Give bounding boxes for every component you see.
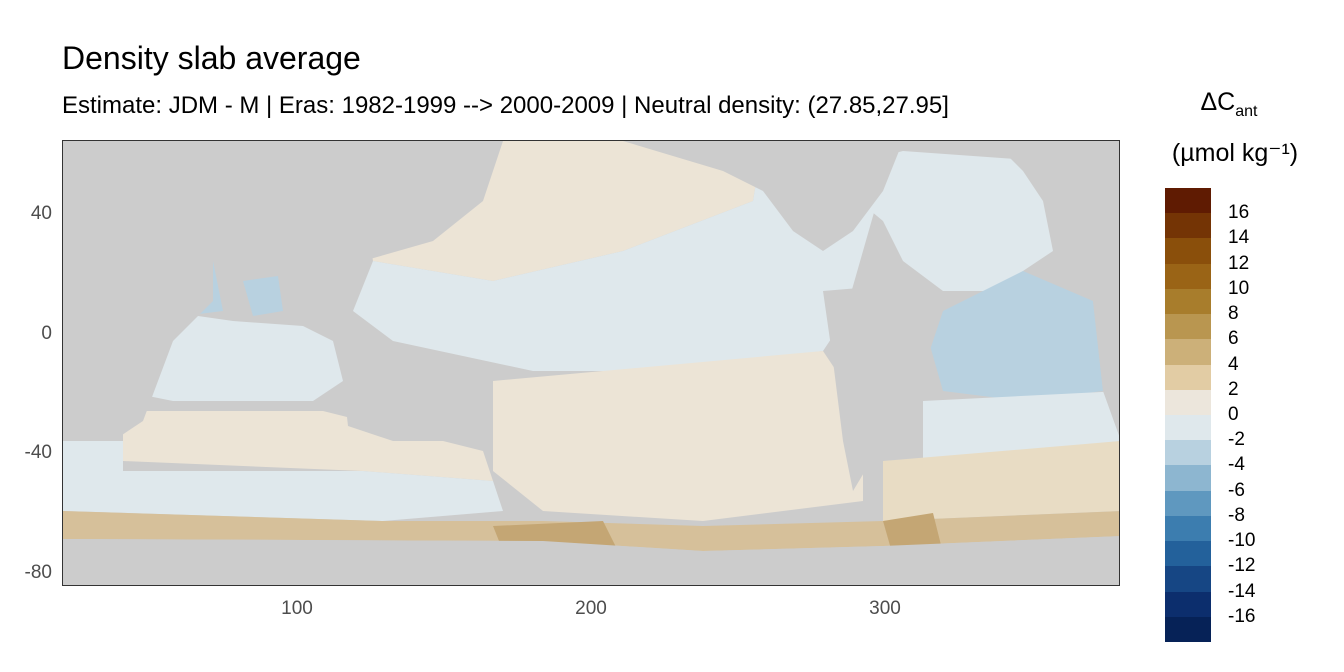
legend-swatch [1165, 188, 1211, 214]
legend-colorbar [1165, 188, 1211, 642]
legend-label: 2 [1228, 378, 1239, 400]
legend-swatch [1165, 238, 1211, 264]
land-africa-east-wrap [1053, 251, 1119, 436]
legend-swatch [1165, 490, 1211, 516]
legend-swatch [1165, 389, 1211, 415]
legend-label: 14 [1228, 227, 1250, 249]
legend-label: 16 [1228, 202, 1250, 224]
chart-title: Density slab average [62, 40, 361, 76]
land-australia [343, 366, 453, 441]
region-southern-ocean-atlantic [923, 391, 1119, 461]
legend-swatch [1165, 465, 1211, 491]
legend-swatch [1165, 566, 1211, 592]
legend-label: -8 [1228, 504, 1245, 526]
legend-swatch [1165, 314, 1211, 340]
legend-label: -6 [1228, 479, 1245, 501]
x-tick-100: 100 [281, 598, 313, 619]
map-panel [62, 140, 1120, 586]
legend-swatch [1165, 541, 1211, 567]
legend-swatch [1165, 591, 1211, 617]
legend-swatch [1165, 616, 1211, 642]
legend-label: -4 [1228, 454, 1245, 476]
x-tick-200: 200 [575, 598, 607, 619]
y-tick-0: 0 [41, 323, 52, 344]
legend-title-main: ΔC [1200, 88, 1236, 116]
legend-label: -12 [1228, 555, 1256, 577]
region-south-atlantic-beige [883, 441, 1119, 521]
region-south-pacific [493, 351, 863, 521]
legend-swatch [1165, 515, 1211, 542]
x-tick-300: 300 [869, 598, 901, 619]
land-eurasia [213, 141, 503, 261]
legend-swatch [1165, 213, 1211, 239]
region-bay-of-bengal [243, 276, 283, 316]
ocean-map [63, 141, 1119, 585]
legend-label: 6 [1228, 328, 1239, 350]
legend-label: 12 [1228, 252, 1250, 274]
legend-swatch [1165, 263, 1211, 289]
legend-label: 8 [1228, 303, 1239, 325]
legend-swatch [1165, 414, 1211, 441]
legend-label: -2 [1228, 429, 1245, 451]
legend-label: -10 [1228, 530, 1256, 552]
region-south-indian-band [123, 411, 493, 481]
land-africa [63, 141, 243, 441]
region-equatorial-pacific [353, 141, 893, 371]
legend-swatch [1165, 440, 1211, 466]
region-equatorial-atlantic [923, 271, 1103, 401]
legend-title-sub: ant [1235, 103, 1258, 120]
land-south-america [823, 286, 943, 491]
legend-swatch [1165, 364, 1211, 390]
land-north-america [623, 141, 903, 251]
legend-swatch [1165, 288, 1211, 315]
region-southern-ocean-indian [63, 441, 503, 521]
legend-label: -16 [1228, 605, 1256, 627]
legend-unit: (µmol kg⁻¹) [1171, 139, 1299, 167]
legend-label: 0 [1228, 404, 1239, 425]
legend-label: 10 [1228, 277, 1250, 299]
legend-label: 4 [1228, 353, 1239, 375]
legend-swatch [1165, 339, 1211, 365]
legend-label: -14 [1228, 580, 1256, 602]
y-tick-40: 40 [30, 203, 52, 224]
y-tick-minus40: -40 [24, 442, 52, 463]
y-tick-minus80: -80 [24, 562, 52, 583]
chart-subtitle: Estimate: JDM - M | Eras: 1982-1999 --> … [62, 92, 949, 119]
land-antarctica [63, 536, 1119, 585]
legend-title: ΔCant [1154, 88, 1304, 121]
